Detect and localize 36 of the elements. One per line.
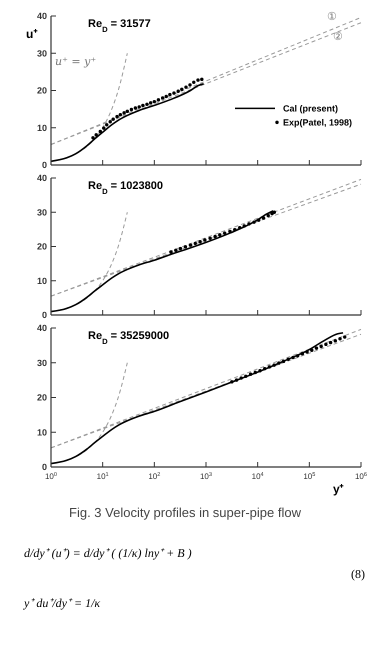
y-tick-label: 20 [36, 86, 47, 96]
y-tick-label: 30 [36, 207, 47, 218]
x-tick-label: 10$^{4}$ [252, 472, 264, 481]
legend-label: Cal (present) [283, 104, 338, 114]
y-tick-label: 40 [36, 11, 47, 22]
y-tick-label: 0 [42, 462, 47, 472]
x-tick-label: 10$^{2}$ [148, 472, 160, 481]
caption: Fig. 3 Velocity profiles in super-pipe flow [69, 505, 302, 520]
y-tick-label: 10 [36, 122, 47, 133]
y-tick-label: 20 [36, 242, 47, 252]
x-tick-label: 10$^{5}$ [303, 472, 316, 481]
annotation: u⁺ = y⁺ [55, 55, 96, 68]
y-tick-label: 20 [36, 392, 47, 403]
x-tick-label: 10$^{1}$ [96, 472, 109, 481]
y-axis-title: u⁺ [26, 27, 38, 41]
chart-title: Re$_{D}$ = 31577 [88, 18, 151, 34]
text: y⁺ du⁺/dy⁺ = 1/κ [23, 596, 100, 610]
y-tick-label: 10 [36, 427, 47, 438]
legend-label: Exp(Patel, 1998) [283, 118, 352, 128]
y-tick-label: 10 [36, 276, 47, 286]
chart-title: Re$_{D}$ = 1023800 [88, 180, 163, 196]
y-tick-label: 30 [36, 48, 47, 58]
chart-title: Re$_{D}$ = 35259000 [88, 330, 170, 346]
y-tick-label: 40 [36, 173, 47, 184]
annotation: ① [327, 10, 337, 23]
y-tick-label: 0 [42, 160, 47, 170]
x-axis-title: y⁺ [333, 482, 344, 496]
text: d/dy⁺ (u⁺) = d/dy⁺ ( (1/κ) lny⁺ + B ) [24, 546, 192, 560]
y-tick-label: 40 [36, 323, 47, 334]
text: (8) [351, 567, 365, 581]
x-tick-label: 10$^{6}$ [354, 472, 368, 481]
x-tick-label: 10$^{0}$ [44, 472, 58, 481]
y-tick-label: 30 [36, 358, 47, 368]
annotation: ② [333, 30, 343, 43]
y-tick-label: 0 [42, 310, 47, 320]
x-tick-label: 10$^{3}$ [200, 472, 212, 481]
